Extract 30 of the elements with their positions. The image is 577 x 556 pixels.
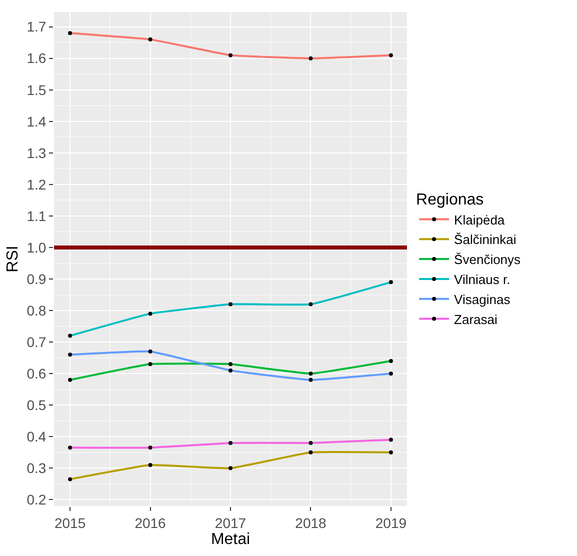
y-tick-label: 0.8 — [26, 302, 46, 318]
x-axis-title: Metai — [210, 530, 250, 548]
y-tick-label: 0.2 — [26, 492, 46, 508]
legend-label: Klaipėda — [454, 212, 506, 228]
legend-label: Visaginas — [454, 292, 511, 307]
y-tick-label: 0.3 — [26, 460, 46, 476]
y-tick-label: 0.7 — [26, 334, 46, 350]
y-tick-label: 1.5 — [26, 82, 46, 98]
y-tick-label: 0.5 — [26, 397, 46, 414]
y-tick-label: 0.6 — [26, 365, 46, 382]
x-tick-label: 2015 — [54, 514, 86, 531]
x-tick-label: 2017 — [214, 514, 246, 531]
y-tick-label: 0.4 — [26, 428, 46, 445]
legend-title: Regionas — [416, 191, 484, 208]
legend-label: Šalčininkai — [454, 232, 516, 248]
y-tick-label: 1.0 — [26, 239, 46, 256]
x-tick-label: 2016 — [134, 514, 166, 531]
legend-label: Švenčionys — [454, 252, 522, 268]
x-tick-label: 2019 — [375, 514, 407, 531]
y-tick-label: 1.7 — [26, 18, 46, 35]
legend-label: Vilniaus r. — [454, 272, 510, 288]
legend-label: Zarasai — [454, 312, 498, 327]
y-tick-label: 1.4 — [26, 113, 46, 130]
y-tick-label: 1.6 — [26, 50, 46, 66]
y-tick-label: 1.2 — [26, 176, 46, 192]
y-tick-label: 1.3 — [26, 144, 46, 161]
y-axis-title: RSI — [4, 246, 22, 272]
y-tick-label: 1.1 — [26, 208, 46, 224]
x-tick-label: 2018 — [295, 514, 327, 531]
y-tick-label: 0.9 — [26, 270, 46, 287]
